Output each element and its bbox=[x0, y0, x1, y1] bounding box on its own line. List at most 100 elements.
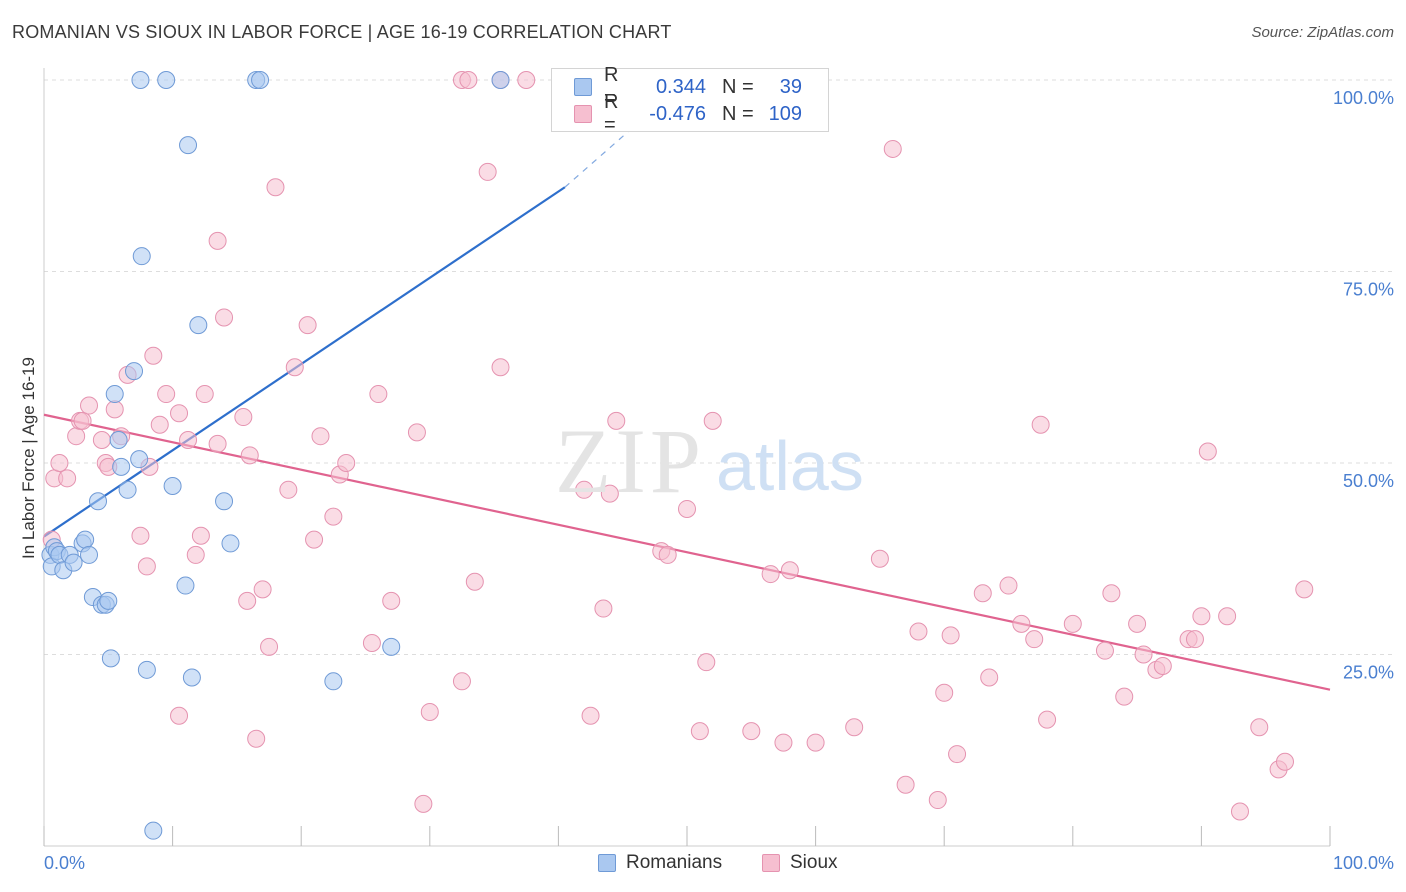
point-sioux bbox=[703, 411, 722, 430]
r-label: R = bbox=[604, 64, 619, 109]
point-romanians bbox=[157, 71, 176, 89]
point-romanians bbox=[130, 450, 149, 469]
legend-label: Romanians bbox=[626, 852, 723, 873]
point-sioux bbox=[305, 530, 324, 549]
watermark-zip: ZIP bbox=[555, 410, 705, 512]
point-romanians bbox=[118, 480, 137, 499]
point-sioux bbox=[260, 637, 279, 656]
point-sioux bbox=[208, 231, 227, 250]
chart-title: ROMANIAN VS SIOUX IN LABOR FORCE | AGE 1… bbox=[12, 22, 672, 42]
point-sioux bbox=[1275, 752, 1294, 771]
point-sioux bbox=[459, 71, 478, 89]
point-sioux bbox=[247, 729, 266, 748]
point-sioux bbox=[761, 565, 780, 584]
n-label: N = bbox=[722, 102, 754, 125]
point-romanians bbox=[176, 576, 195, 595]
point-sioux bbox=[1102, 584, 1121, 603]
point-sioux bbox=[607, 411, 626, 430]
point-romanians bbox=[76, 530, 95, 549]
point-romanians bbox=[125, 362, 144, 381]
legend-item-sioux[interactable]: Sioux bbox=[762, 852, 838, 874]
point-sioux bbox=[452, 672, 471, 691]
point-sioux bbox=[150, 415, 169, 434]
point-sioux bbox=[414, 794, 433, 813]
point-romanians bbox=[64, 553, 83, 572]
axes bbox=[43, 68, 1331, 847]
sioux-swatch-icon bbox=[574, 105, 592, 123]
point-sioux bbox=[928, 791, 947, 810]
point-romanians bbox=[382, 637, 401, 656]
point-sioux bbox=[909, 622, 928, 641]
point-sioux bbox=[774, 733, 793, 752]
point-sioux bbox=[238, 591, 257, 610]
point-sioux bbox=[298, 316, 317, 335]
point-sioux bbox=[144, 346, 163, 365]
point-sioux bbox=[1134, 645, 1153, 664]
point-sioux bbox=[883, 139, 902, 158]
point-romanians bbox=[251, 71, 270, 89]
point-romanians bbox=[112, 457, 131, 476]
point-sioux bbox=[73, 411, 92, 430]
point-romanians bbox=[179, 136, 198, 155]
point-sioux bbox=[980, 668, 999, 687]
point-sioux bbox=[279, 480, 298, 499]
stats-legend: R = 0.344 N = 39 R = -0.476 N = 109 bbox=[551, 64, 829, 136]
y-tick-label: 50.0% bbox=[1343, 471, 1394, 491]
point-sioux bbox=[92, 431, 111, 450]
point-romanians bbox=[163, 476, 182, 495]
y-tick-label: 25.0% bbox=[1343, 663, 1394, 683]
point-sioux bbox=[575, 480, 594, 499]
data-points bbox=[41, 71, 1314, 840]
y-axis-title: In Labor Force | Age 16-19 bbox=[19, 357, 38, 559]
point-sioux bbox=[1012, 614, 1031, 633]
point-sioux bbox=[131, 526, 150, 545]
point-sioux bbox=[845, 718, 864, 737]
point-sioux bbox=[253, 580, 272, 599]
point-romanians bbox=[144, 821, 163, 840]
point-sioux bbox=[1250, 718, 1269, 737]
point-sioux bbox=[80, 396, 99, 415]
point-sioux bbox=[690, 722, 709, 741]
point-sioux bbox=[137, 557, 156, 576]
point-sioux bbox=[420, 702, 439, 721]
point-romanians bbox=[189, 316, 208, 335]
point-sioux bbox=[973, 584, 992, 603]
point-sioux bbox=[195, 385, 214, 404]
point-sioux bbox=[1198, 442, 1217, 461]
point-sioux bbox=[491, 358, 510, 377]
legend-label: Sioux bbox=[790, 852, 838, 873]
point-sioux bbox=[191, 526, 210, 545]
point-sioux bbox=[594, 599, 613, 618]
point-sioux bbox=[1295, 580, 1314, 599]
legend-item-romanians[interactable]: Romanians bbox=[598, 852, 722, 874]
point-sioux bbox=[382, 591, 401, 610]
point-sioux bbox=[407, 423, 426, 442]
point-sioux bbox=[1031, 415, 1050, 434]
point-sioux bbox=[266, 178, 285, 197]
point-sioux bbox=[50, 454, 69, 472]
trend-lines bbox=[43, 79, 1331, 691]
point-sioux bbox=[948, 745, 967, 764]
point-sioux bbox=[1218, 607, 1237, 626]
point-sioux bbox=[678, 499, 696, 518]
point-romanians bbox=[109, 431, 128, 450]
point-sioux bbox=[208, 434, 227, 453]
point-sioux bbox=[941, 626, 960, 645]
r-value: 0.344 bbox=[655, 75, 706, 98]
n-value: 109 bbox=[768, 102, 802, 125]
point-sioux bbox=[105, 400, 124, 419]
point-sioux bbox=[658, 545, 677, 564]
point-sioux bbox=[870, 549, 889, 568]
point-sioux bbox=[896, 775, 915, 794]
watermark-atlas: atlas bbox=[716, 427, 864, 505]
point-sioux bbox=[1063, 614, 1082, 633]
y-tick-label: 100.0% bbox=[1333, 88, 1394, 108]
point-romanians bbox=[215, 492, 234, 511]
point-sioux bbox=[240, 446, 259, 465]
point-sioux bbox=[465, 572, 484, 591]
point-sioux bbox=[186, 545, 205, 564]
point-sioux bbox=[157, 385, 176, 404]
point-sioux bbox=[67, 427, 86, 446]
point-romanians bbox=[131, 71, 150, 89]
